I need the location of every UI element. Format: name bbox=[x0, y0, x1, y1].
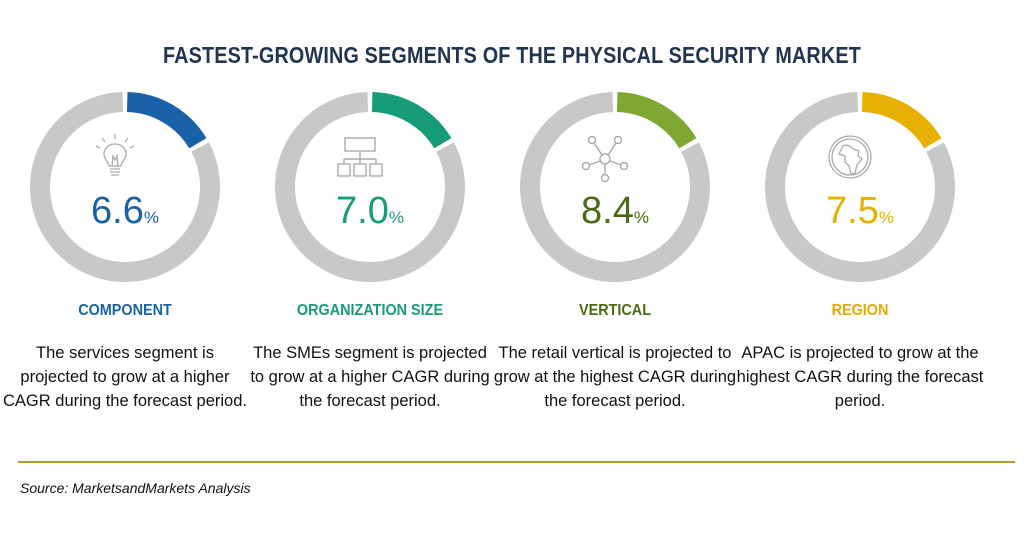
donut-ring bbox=[765, 92, 955, 282]
page-title: FASTEST-GROWING SEGMENTS OF THE PHYSICAL… bbox=[163, 42, 861, 68]
divider bbox=[18, 461, 1015, 463]
ring-highlight bbox=[616, 92, 697, 149]
ring-highlight bbox=[371, 92, 452, 149]
ring-highlight bbox=[861, 92, 942, 149]
network-icon bbox=[580, 132, 630, 183]
donut-ring bbox=[275, 92, 465, 282]
segment-description: The SMEs segment is projected to grow at… bbox=[250, 344, 490, 410]
value-number: 7.0 bbox=[336, 190, 389, 232]
value-unit: % bbox=[878, 208, 894, 227]
value-unit: % bbox=[143, 208, 159, 227]
growth-value: 6.6% bbox=[10, 190, 240, 233]
org-chart-icon bbox=[335, 132, 385, 182]
segment-label: COMPONENT bbox=[78, 302, 172, 319]
segment-description: APAC is projected to grow at the highest… bbox=[736, 344, 984, 410]
value-unit: % bbox=[633, 208, 649, 227]
growth-value: 7.0% bbox=[255, 190, 485, 233]
growth-value: 7.5% bbox=[745, 190, 975, 233]
segment-label: ORGANIZATION SIZE bbox=[296, 302, 444, 319]
value-number: 7.5 bbox=[826, 190, 879, 232]
donut-ring bbox=[520, 92, 710, 282]
ring-background bbox=[765, 92, 955, 282]
globe-icon bbox=[825, 132, 875, 182]
ring-background bbox=[30, 92, 220, 282]
growth-value: 8.4% bbox=[500, 190, 730, 233]
value-number: 6.6 bbox=[91, 190, 144, 232]
ring-background bbox=[520, 92, 710, 282]
lightbulb-icon bbox=[90, 132, 140, 182]
segment-label: REGION bbox=[831, 302, 889, 319]
segment-description: The retail vertical is projected to grow… bbox=[493, 344, 737, 410]
segment-description: The services segment is projected to gro… bbox=[3, 344, 247, 410]
ring-background bbox=[275, 92, 465, 282]
value-unit: % bbox=[388, 208, 404, 227]
ring-highlight bbox=[126, 92, 207, 149]
donut-ring bbox=[30, 92, 220, 282]
source-note: Source: MarketsandMarkets Analysis bbox=[20, 480, 251, 496]
value-number: 8.4 bbox=[581, 190, 634, 232]
segment-label: VERTICAL bbox=[579, 302, 651, 319]
